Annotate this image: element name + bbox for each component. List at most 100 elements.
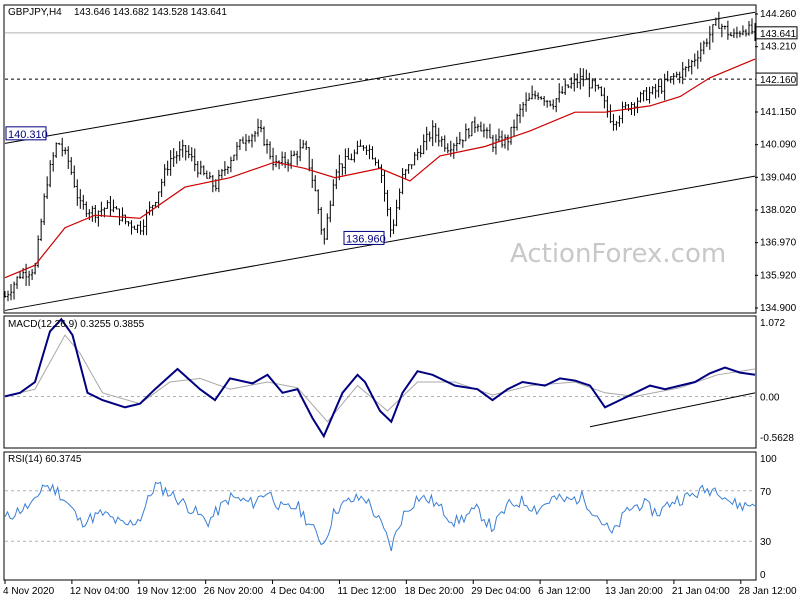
price-bar xyxy=(30,268,34,281)
price-bar xyxy=(735,26,739,39)
price-axis-marker-box xyxy=(755,26,798,40)
ohlc-header: 143.646 143.682 143.528 143.641 xyxy=(74,7,227,18)
price-bar xyxy=(61,137,64,157)
macd-panel-frame xyxy=(3,315,757,449)
price-bar xyxy=(600,86,603,97)
price-bar xyxy=(681,61,684,85)
price-bar xyxy=(292,150,296,157)
price-bar xyxy=(190,147,193,162)
price-bar xyxy=(85,201,88,218)
price-bar xyxy=(485,127,489,139)
price-bar xyxy=(311,158,314,188)
price-bar xyxy=(666,70,669,82)
price-bar xyxy=(323,227,326,245)
price-bar xyxy=(154,201,157,208)
price-bar xyxy=(431,120,434,147)
price-bar xyxy=(416,148,419,161)
price-bar xyxy=(567,84,570,89)
price-bar xyxy=(208,171,212,179)
price-bar xyxy=(690,59,693,75)
price-bar xyxy=(521,102,525,117)
price-bar xyxy=(678,71,681,84)
price-axis-label: 144.260 xyxy=(760,9,797,20)
price-bar xyxy=(467,127,471,139)
price-bar xyxy=(684,66,687,78)
macd-trendline xyxy=(589,392,756,428)
price-bar xyxy=(551,99,555,110)
price-bar xyxy=(702,40,705,55)
price-bar xyxy=(669,76,672,84)
price-bar xyxy=(494,134,498,155)
macd-axis-label: 0.00 xyxy=(760,392,780,403)
price-bar xyxy=(18,270,22,279)
price-bar xyxy=(262,126,266,146)
price-bar xyxy=(579,67,582,90)
price-bar xyxy=(558,83,561,103)
price-bar xyxy=(217,169,221,193)
price-axis-label: 136.970 xyxy=(760,238,797,249)
price-bar xyxy=(374,157,377,166)
price-bar xyxy=(91,205,94,222)
macd-axis-label: -0.5628 xyxy=(760,433,794,444)
price-bar xyxy=(539,96,543,100)
price-bar xyxy=(570,77,573,89)
price-bar xyxy=(407,164,410,174)
macd-title: MACD(12,26,9) 0.3255 0.3855 xyxy=(8,319,145,330)
price-bar xyxy=(127,221,130,227)
price-bar xyxy=(317,189,320,214)
price-bar xyxy=(42,193,46,226)
price-bar xyxy=(717,11,721,29)
price-axis-marker-box xyxy=(755,72,798,86)
price-bar xyxy=(130,220,133,235)
price-bar xyxy=(585,69,588,81)
price-bar xyxy=(464,123,468,142)
price-bar xyxy=(94,205,97,223)
price-bar xyxy=(133,225,136,230)
price-bar xyxy=(470,121,474,137)
price-bar xyxy=(437,127,440,147)
price-bar xyxy=(247,135,251,144)
price-bar xyxy=(506,134,510,151)
price-axis-label: 138.020 xyxy=(760,205,797,216)
price-bar xyxy=(398,188,401,210)
price-bar xyxy=(256,118,260,137)
price-bar xyxy=(594,78,597,92)
price-axis-marker-label: 143.641 xyxy=(760,29,797,40)
time-axis-label: 6 Jan 12:00 xyxy=(538,586,591,597)
price-bar xyxy=(696,50,699,69)
price-bar xyxy=(181,139,184,158)
price-bar xyxy=(58,142,61,145)
price-bar xyxy=(428,131,431,142)
price-bar xyxy=(386,189,389,217)
time-axis-label: 19 Nov 12:00 xyxy=(137,586,197,597)
price-bar xyxy=(115,206,118,210)
price-bar xyxy=(741,25,745,36)
price-bar xyxy=(305,140,308,150)
price-bar xyxy=(88,209,91,221)
price-bar xyxy=(443,135,446,152)
price-bar xyxy=(193,148,196,172)
price-bar xyxy=(410,164,413,170)
price-bar xyxy=(253,130,257,142)
price-bar xyxy=(356,140,359,155)
rsi-axis-label: 0 xyxy=(760,570,766,581)
price-bar xyxy=(597,84,600,90)
price-bar xyxy=(488,123,492,139)
price-axis-label: 140.090 xyxy=(760,140,797,151)
price-panel-frame xyxy=(3,4,757,314)
price-bar xyxy=(473,116,477,133)
price-bar xyxy=(545,100,549,108)
price-bar xyxy=(422,134,425,155)
price-bar xyxy=(205,170,209,179)
price-bar xyxy=(482,123,486,138)
price-bar xyxy=(172,148,175,167)
price-bar xyxy=(497,128,501,142)
price-bar xyxy=(524,92,528,112)
price-bar xyxy=(503,134,507,149)
price-bar xyxy=(660,79,663,94)
price-bar xyxy=(314,175,317,192)
price-bar xyxy=(45,176,49,199)
price-bar xyxy=(268,141,272,160)
macd-series-layer xyxy=(4,317,756,439)
price-bar xyxy=(298,139,302,162)
